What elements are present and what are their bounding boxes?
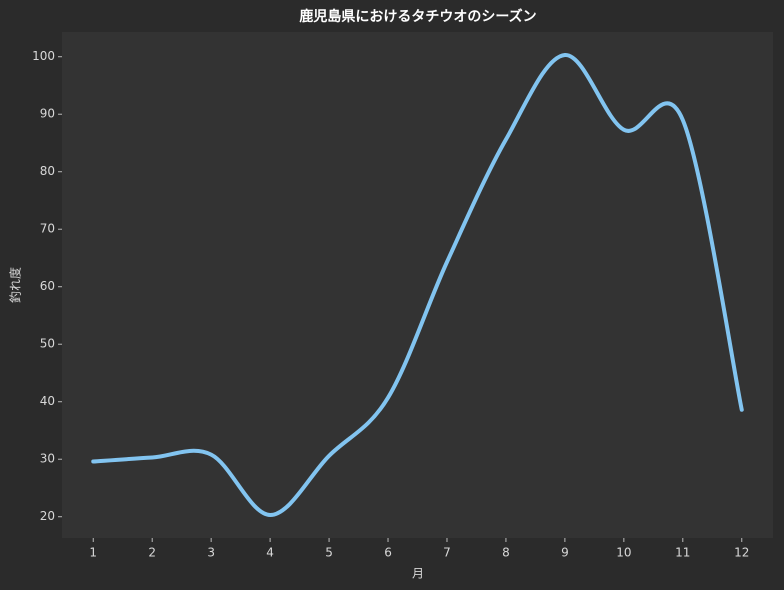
y-tick-label: 100 (32, 49, 55, 63)
y-tick-label: 90 (40, 107, 55, 121)
y-tick-label: 60 (40, 279, 55, 293)
plot-area (62, 32, 773, 538)
x-tick-label: 8 (502, 546, 510, 560)
x-tick-label: 3 (207, 546, 215, 560)
x-tick-label: 4 (266, 546, 274, 560)
y-tick-label: 50 (40, 337, 55, 351)
y-tick-label: 30 (40, 452, 55, 466)
x-tick-label: 11 (675, 546, 690, 560)
x-tick-label: 7 (443, 546, 451, 560)
x-tick-label: 6 (384, 546, 392, 560)
x-tick-label: 2 (148, 546, 156, 560)
x-tick-label: 5 (325, 546, 333, 560)
chart-title: 鹿児島県におけるタチウオのシーズン (298, 8, 536, 25)
y-tick-label: 40 (40, 394, 55, 408)
x-axis-label: 月 (412, 567, 424, 581)
x-tick-label: 1 (89, 546, 97, 560)
y-axis-label: 釣れ度 (8, 267, 23, 303)
x-tick-label: 10 (616, 546, 631, 560)
y-tick-label: 70 (40, 222, 55, 236)
y-tick-label: 20 (40, 509, 55, 523)
line-series (91, 53, 744, 518)
x-tick-label: 12 (734, 546, 749, 560)
x-tick-label: 9 (561, 546, 569, 560)
y-tick-label: 80 (40, 164, 55, 178)
